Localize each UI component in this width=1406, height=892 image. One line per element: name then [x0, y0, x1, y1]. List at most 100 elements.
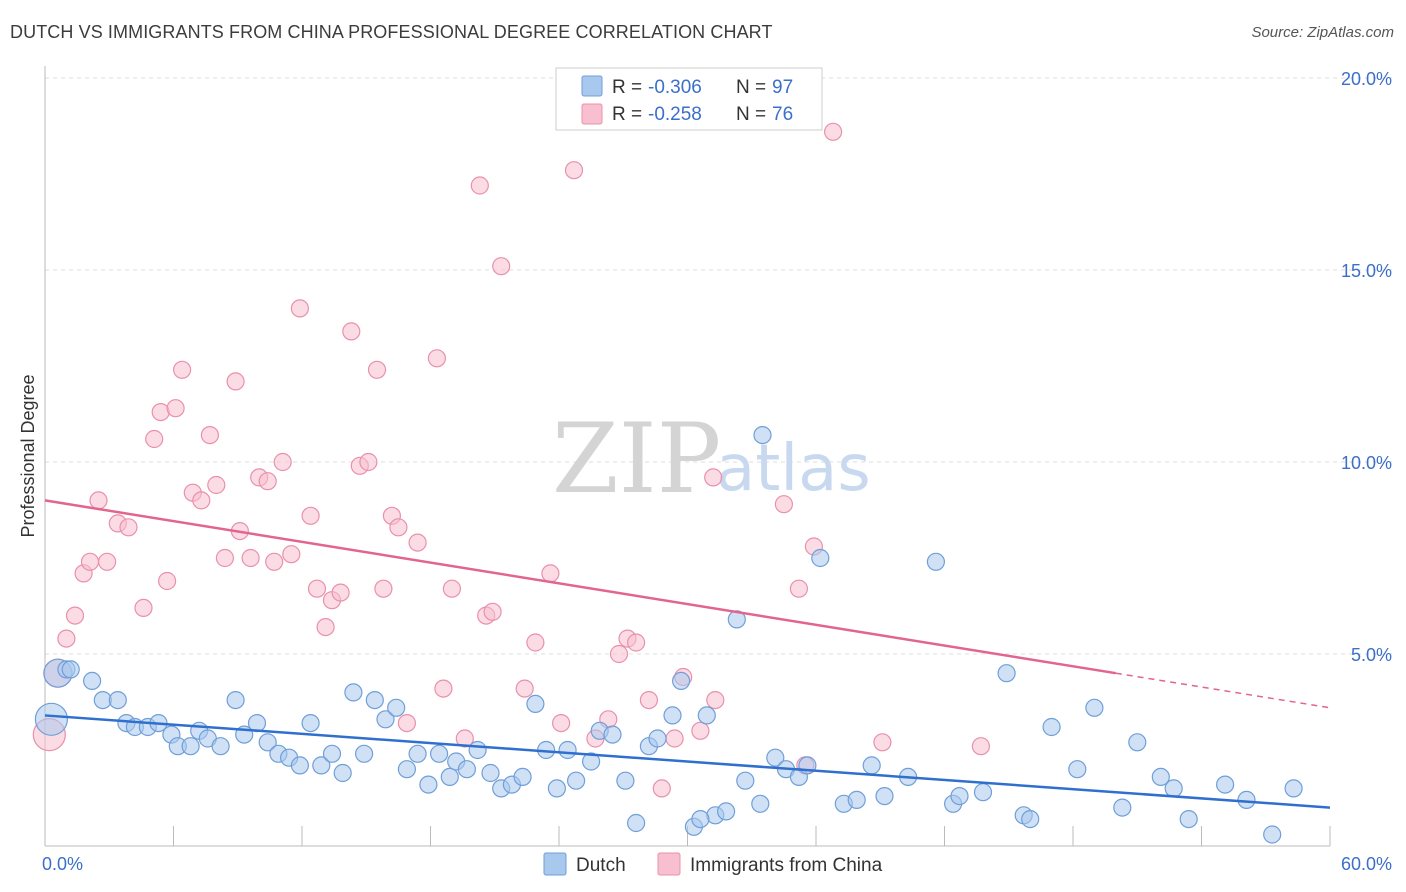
y-tick-label-2: 15.0% — [1341, 261, 1392, 281]
dutch-point-91 — [1215, 775, 1235, 794]
legend-stats: R = -0.306 N = 97 R = -0.258 N = 76 — [555, 67, 823, 131]
china-point-75 — [704, 468, 723, 487]
china-point-46 — [442, 579, 461, 598]
dutch-point-53 — [616, 771, 635, 790]
dutch-point-87 — [1128, 733, 1147, 752]
x-tick-labels: 0.0% 60.0% — [42, 854, 1392, 874]
china-point-30 — [301, 506, 320, 525]
dutch-point-52 — [603, 725, 622, 744]
y-tick-label-0: 5.0% — [1351, 645, 1392, 665]
dutch-point-35 — [419, 775, 438, 794]
dutch-point-20 — [258, 733, 277, 752]
china-point-28 — [282, 545, 301, 564]
dutch-point-72 — [847, 790, 866, 810]
china-point-47 — [455, 729, 474, 748]
china-point-45 — [434, 679, 453, 698]
dutch-point-65 — [751, 794, 770, 813]
china-point-62 — [639, 690, 659, 710]
china-point-2 — [57, 629, 76, 648]
legend-series: Dutch Immigrants from China — [543, 852, 883, 876]
legend-r-value-dutch: -0.306 — [648, 77, 702, 98]
china-point-32 — [316, 617, 335, 637]
china-point-53 — [526, 633, 545, 652]
dutch-point-16 — [211, 737, 230, 756]
dutch-point-82 — [1021, 809, 1040, 829]
legend-swatch-dutch-bottom — [543, 852, 567, 876]
y-tick-label-3: 20.0% — [1341, 69, 1392, 89]
dutch-point-90 — [1179, 809, 1198, 829]
dutch-point-96 — [753, 426, 772, 445]
legend-swatch-china — [581, 103, 603, 125]
china-point-41 — [389, 518, 408, 537]
dutch-point-3 — [61, 660, 80, 679]
china-point-5 — [80, 552, 100, 571]
dutch-point-74 — [875, 786, 894, 806]
watermark-atlas: atlas — [716, 432, 871, 506]
dutch-point-94 — [1284, 779, 1303, 798]
watermark-zip: ZIP — [552, 403, 721, 515]
legend-n-label-china: N = — [736, 104, 766, 125]
dutch-point-23 — [290, 756, 309, 775]
dutch-trend-line — [44, 714, 1331, 809]
china-point-71 — [873, 733, 892, 752]
y-tick-label-1: 10.0% — [1341, 453, 1392, 473]
dutch-point-41 — [481, 763, 500, 783]
china-trend-extension — [1115, 672, 1331, 709]
china-point-63 — [652, 779, 671, 798]
dutch-point-26 — [322, 744, 342, 763]
dutch-point-93 — [1263, 825, 1282, 844]
china-point-64 — [665, 729, 684, 748]
china-point-19 — [207, 475, 226, 495]
legend-swatch-china-bottom — [657, 852, 681, 876]
china-point-21 — [226, 372, 245, 391]
dutch-point-92 — [1237, 790, 1256, 810]
x-tick-label-min: 0.0% — [42, 854, 83, 874]
y-axis-label: Professional Degree — [18, 374, 38, 537]
dutch-point-60 — [697, 706, 716, 725]
legend-n-value-china: 76 — [772, 104, 793, 125]
dutch-point-89 — [1164, 779, 1183, 798]
china-point-17 — [192, 491, 211, 510]
dutch-point-4 — [82, 671, 102, 691]
china-point-74 — [774, 495, 794, 514]
legend-label-china: Immigrants from China — [690, 855, 883, 876]
china-point-7 — [97, 552, 117, 571]
china-point-13 — [158, 571, 177, 591]
china-point-56 — [564, 161, 584, 180]
china-point-43 — [408, 533, 427, 552]
china-point-11 — [145, 429, 164, 449]
china-point-66 — [691, 721, 710, 740]
dutch-point-32 — [387, 698, 406, 717]
china-point-20 — [215, 548, 234, 568]
dutch-point-80 — [997, 664, 1016, 683]
series-dutch-points — [34, 426, 1303, 844]
china-point-50 — [483, 602, 502, 621]
china-point-34 — [331, 583, 350, 602]
china-point-54 — [541, 564, 560, 583]
dutch-point-58 — [671, 671, 691, 691]
dutch-point-64 — [736, 771, 755, 790]
dutch-point-47 — [547, 779, 567, 798]
china-point-72 — [971, 737, 991, 756]
dutch-point-76 — [926, 552, 946, 571]
dutch-point-85 — [1085, 698, 1104, 717]
y-tick-labels: 5.0% 10.0% 15.0% 20.0% — [1341, 69, 1392, 665]
dutch-point-6 — [108, 690, 127, 710]
china-trend-line — [44, 499, 1117, 675]
china-point-67 — [706, 690, 725, 710]
china-point-9 — [119, 518, 138, 537]
dutch-point-45 — [526, 694, 545, 714]
dutch-point-50 — [581, 752, 601, 771]
china-point-25 — [258, 472, 277, 491]
dutch-point-79 — [973, 783, 993, 802]
dutch-point-31 — [376, 710, 395, 729]
dutch-point-84 — [1068, 760, 1087, 779]
dutch-point-28 — [344, 683, 363, 702]
china-point-55 — [551, 713, 571, 733]
china-point-61 — [626, 633, 646, 652]
china-point-10 — [134, 598, 153, 618]
dutch-point-62 — [716, 802, 736, 821]
dutch-point-66 — [766, 748, 785, 767]
legend-swatch-dutch — [581, 75, 603, 97]
